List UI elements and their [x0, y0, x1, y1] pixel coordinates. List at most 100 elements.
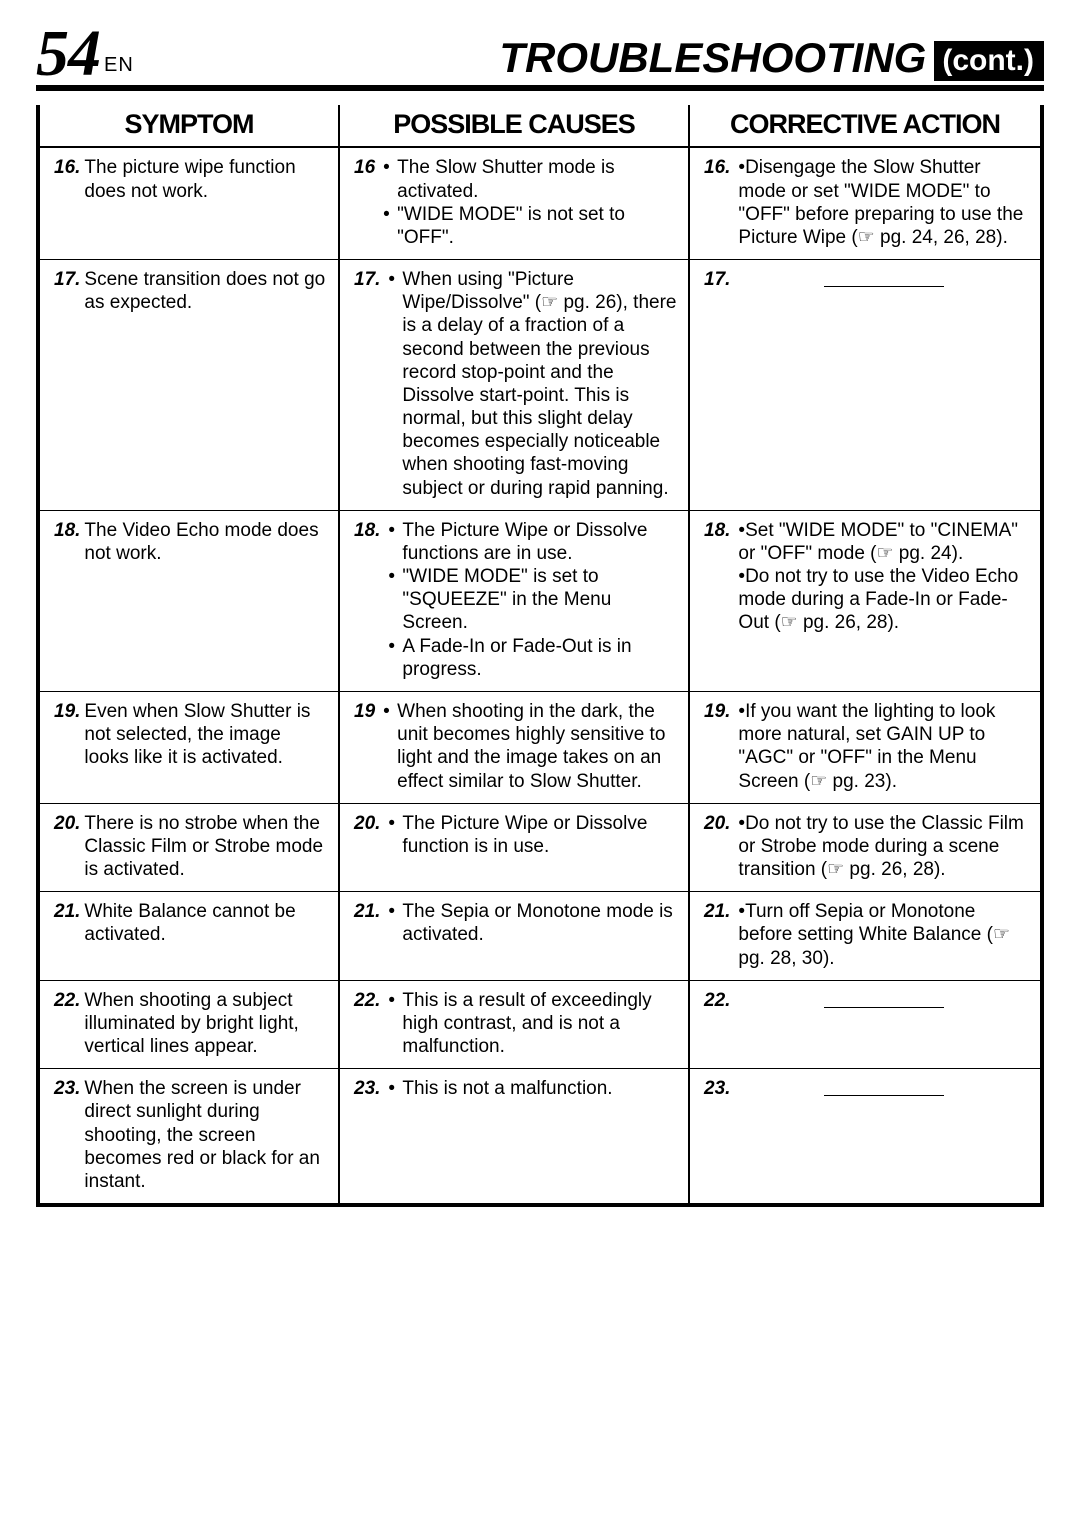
symptom-text: The picture wipe function does not work. — [84, 156, 328, 202]
symptom-text: White Balance cannot be activated. — [84, 900, 328, 946]
col-symptom: SYMPTOM — [40, 105, 340, 148]
cause-bullet: •"WIDE MODE" is not set to "OFF". — [383, 203, 678, 249]
item-number: 19. — [54, 700, 80, 723]
troubleshooting-table: SYMPTOM POSSIBLE CAUSES CORRECTIVE ACTIO… — [36, 105, 1044, 1207]
action-bullet: •Turn off Sepia or Monotone before setti… — [738, 900, 1030, 970]
symptom-cell: 16.The picture wipe function does not wo… — [40, 148, 340, 259]
symptom-text: Scene transition does not go as expected… — [84, 268, 328, 314]
page-title: TROUBLESHOOTING — [499, 34, 926, 82]
cause-text: This is not a malfunction. — [402, 1077, 612, 1100]
page: 54 EN TROUBLESHOOTING (cont.) SYMPTOM PO… — [0, 0, 1080, 1247]
cause-text: "WIDE MODE" is not set to "OFF". — [397, 203, 678, 249]
table-row: 18.The Video Echo mode does not work.18.… — [40, 511, 1040, 692]
table-row: 19.Even when Slow Shutter is not selecte… — [40, 692, 1040, 804]
action-cell: 16.•Disengage the Slow Shutter mode or s… — [690, 148, 1040, 259]
cause-bullet: •The Slow Shutter mode is activated. — [383, 156, 678, 202]
action-cell: 22. — [690, 981, 1040, 1069]
cause-text: When shooting in the dark, the unit beco… — [397, 700, 678, 793]
no-action-dash — [824, 1095, 944, 1096]
causes-cell: 21. •The Sepia or Monotone mode is activa… — [340, 892, 690, 980]
cause-bullet: •This is a result of exceedingly high co… — [388, 989, 678, 1059]
table-body: 16.The picture wipe function does not wo… — [40, 148, 1040, 1203]
symptom-text: When shooting a subject illuminated by b… — [84, 989, 328, 1059]
action-bullet: •Do not try to use the Video Echo mode d… — [738, 565, 1030, 635]
cause-text: The Sepia or Monotone mode is activated. — [402, 900, 678, 946]
cause-bullet: •The Picture Wipe or Dissolve functions … — [388, 519, 678, 565]
item-number: 20. — [54, 812, 80, 835]
action-text: If you want the lighting to look more na… — [738, 701, 995, 792]
symptom-cell: 21.White Balance cannot be activated. — [40, 892, 340, 980]
cause-text: "WIDE MODE" is set to "SQUEEZE" in the M… — [402, 565, 678, 635]
action-bullet: •Disengage the Slow Shutter mode or set … — [738, 156, 1030, 249]
page-language: EN — [104, 54, 134, 77]
item-number: 18. — [54, 519, 80, 542]
col-action: CORRECTIVE ACTION — [690, 105, 1040, 148]
action-cell: 20.•Do not try to use the Classic Film o… — [690, 804, 1040, 892]
cause-bullet: •This is not a malfunction. — [388, 1077, 612, 1100]
page-number-block: 54 EN — [36, 24, 134, 83]
item-number: 22. — [704, 989, 730, 1012]
bullet-icon: • — [388, 565, 402, 588]
bullet-icon: • — [383, 156, 397, 179]
bullet-icon: • — [383, 203, 397, 226]
symptom-text: There is no strobe when the Classic Film… — [84, 812, 328, 882]
symptom-cell: 23.When the screen is under direct sunli… — [40, 1069, 340, 1203]
no-action-dash — [824, 286, 944, 287]
item-number: 19 — [354, 700, 375, 723]
cause-text: This is a result of exceedingly high con… — [402, 989, 678, 1059]
symptom-cell: 18.The Video Echo mode does not work. — [40, 511, 340, 691]
action-cell: 21. •Turn off Sepia or Monotone before se… — [690, 892, 1040, 980]
item-number: 20. — [704, 812, 730, 835]
cause-bullet: •A Fade-In or Fade-Out is in progress. — [388, 635, 678, 681]
item-number: 21. — [704, 900, 730, 923]
cause-bullet: •When shooting in the dark, the unit bec… — [383, 700, 678, 793]
item-number: 21. — [54, 900, 80, 923]
action-cell: 19.•If you want the lighting to look mor… — [690, 692, 1040, 803]
action-text: Disengage the Slow Shutter mode or set "… — [738, 157, 1023, 248]
action-cell: 23. — [690, 1069, 1040, 1203]
item-number: 23. — [704, 1077, 730, 1100]
table-row: 17. Scene transition does not go as expec… — [40, 260, 1040, 511]
header-bar: 54 EN TROUBLESHOOTING (cont.) — [36, 24, 1044, 91]
symptom-text: Even when Slow Shutter is not selected, … — [84, 700, 328, 770]
cause-bullet: •The Picture Wipe or Dissolve function i… — [388, 812, 678, 858]
item-number: 20. — [354, 812, 380, 835]
bullet-icon: • — [388, 635, 402, 658]
cause-text: The Picture Wipe or Dissolve functions a… — [402, 519, 678, 565]
cause-text: The Picture Wipe or Dissolve function is… — [402, 812, 678, 858]
causes-cell: 20. •The Picture Wipe or Dissolve functio… — [340, 804, 690, 892]
table-row: 16.The picture wipe function does not wo… — [40, 148, 1040, 260]
action-text: Set "WIDE MODE" to "CINEMA" or "OFF" mod… — [738, 520, 1018, 564]
action-bullet: •If you want the lighting to look more n… — [738, 700, 1030, 793]
bullet-icon: • — [388, 519, 402, 542]
item-number: 23. — [354, 1077, 380, 1100]
table-row: 22. When shooting a subject illuminated b… — [40, 981, 1040, 1070]
cause-text: When using "Picture Wipe/Dissolve" (☞ pg… — [402, 268, 678, 500]
table-row: 21.White Balance cannot be activated.21.… — [40, 892, 1040, 981]
action-text: Turn off Sepia or Monotone before settin… — [738, 901, 1010, 968]
bullet-icon: • — [388, 989, 402, 1012]
page-title-cont: (cont.) — [934, 41, 1044, 81]
col-causes: POSSIBLE CAUSES — [340, 105, 690, 148]
bullet-icon: • — [388, 812, 402, 835]
item-number: 16 — [354, 156, 375, 179]
bullet-icon: • — [388, 268, 402, 291]
cause-bullet: •When using "Picture Wipe/Dissolve" (☞ p… — [388, 268, 678, 500]
item-number: 17. — [704, 268, 730, 291]
action-bullet: •Set "WIDE MODE" to "CINEMA" or "OFF" mo… — [738, 519, 1030, 565]
item-number: 21. — [354, 900, 380, 923]
table-header-row: SYMPTOM POSSIBLE CAUSES CORRECTIVE ACTIO… — [40, 105, 1040, 148]
page-title-block: TROUBLESHOOTING (cont.) — [499, 34, 1044, 83]
symptom-text: When the screen is under direct sunlight… — [84, 1077, 328, 1193]
symptom-cell: 20.There is no strobe when the Classic F… — [40, 804, 340, 892]
action-cell: 17. — [690, 260, 1040, 510]
item-number: 17. — [354, 268, 380, 291]
cause-bullet: •The Sepia or Monotone mode is activated… — [388, 900, 678, 946]
cause-bullet: •"WIDE MODE" is set to "SQUEEZE" in the … — [388, 565, 678, 635]
cause-text: A Fade-In or Fade-Out is in progress. — [402, 635, 678, 681]
page-number: 54 — [36, 24, 100, 83]
causes-cell: 18.•The Picture Wipe or Dissolve functio… — [340, 511, 690, 691]
causes-cell: 19 •When shooting in the dark, the unit b… — [340, 692, 690, 803]
item-number: 16. — [54, 156, 80, 179]
table-row: 20.There is no strobe when the Classic F… — [40, 804, 1040, 893]
